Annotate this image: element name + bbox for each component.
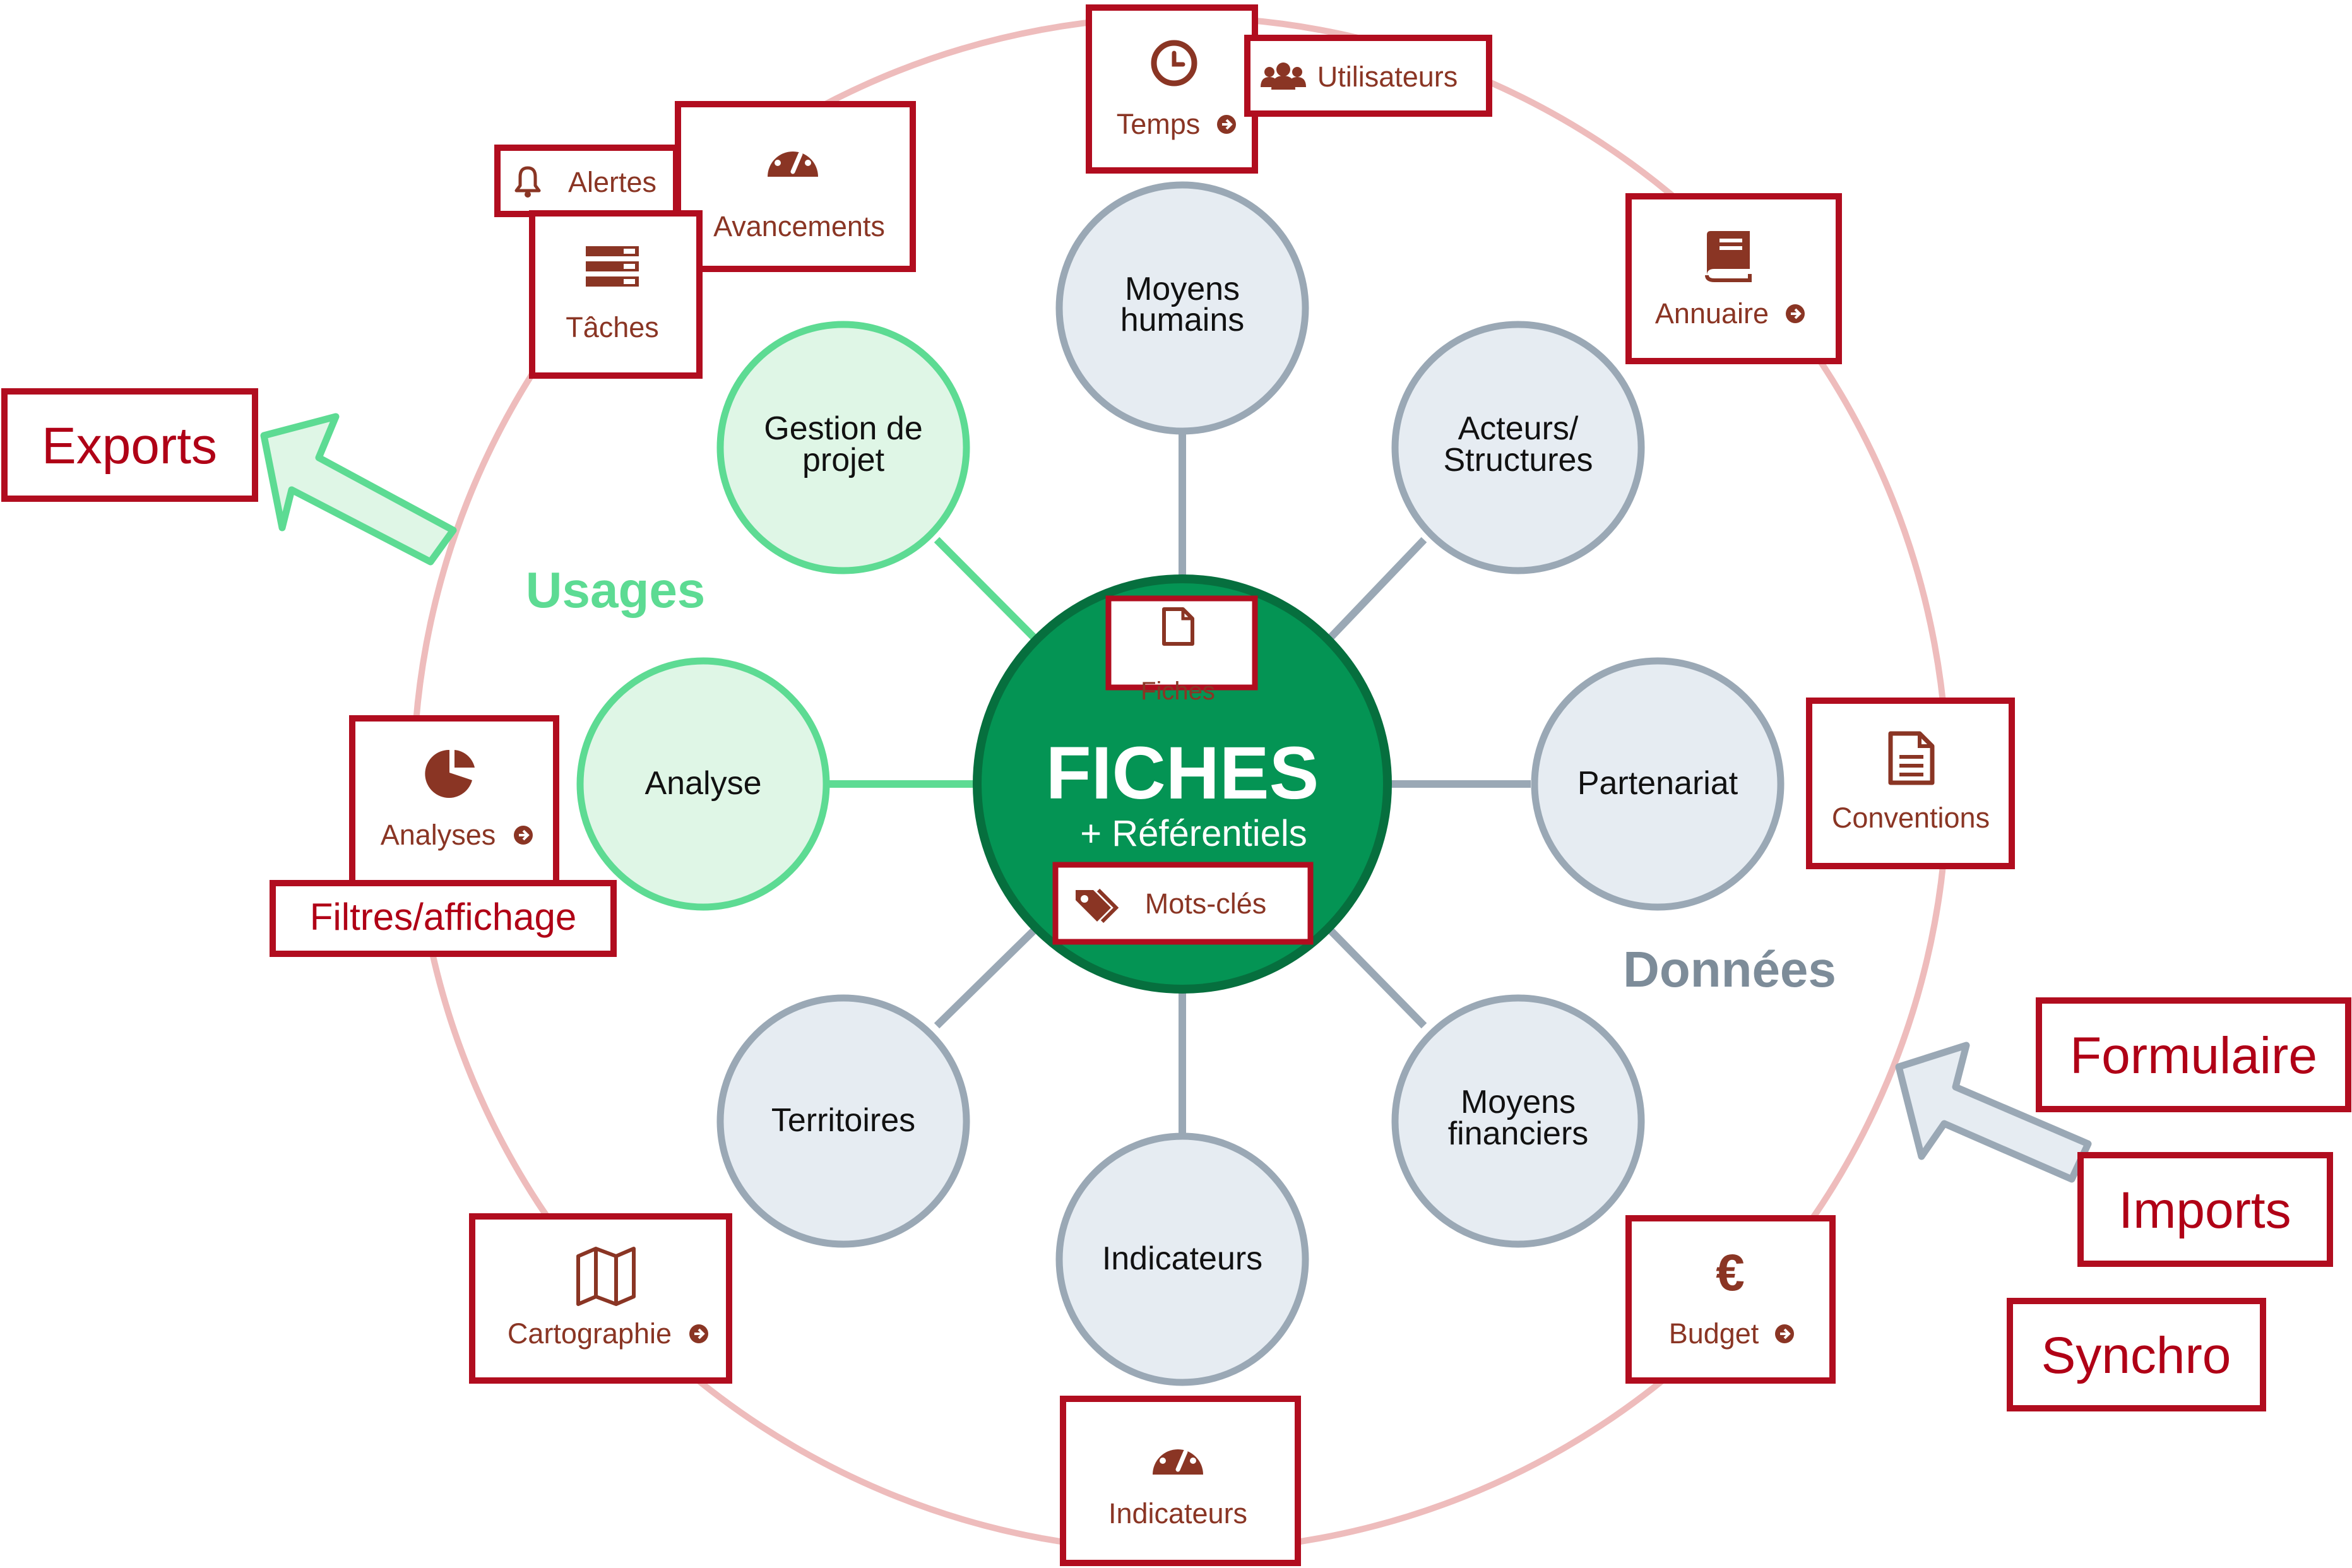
- cartographie-box[interactable]: Cartographie: [469, 1213, 732, 1384]
- data-node-moyens-humains: Moyens humains: [1055, 181, 1309, 435]
- book-icon: [1705, 231, 1752, 282]
- exports-box[interactable]: Exports: [1, 388, 258, 502]
- conventions-label: Conventions: [1832, 802, 1990, 834]
- moyens-humains-line2: humains: [1120, 302, 1245, 338]
- gauge-icon: [768, 142, 818, 177]
- arrow-circle-icon: [1775, 1324, 1794, 1343]
- document-icon: [1888, 731, 1935, 785]
- tasks-icon: [586, 246, 639, 287]
- acteurs-line1: Acteurs/: [1458, 410, 1579, 447]
- formulaire-box[interactable]: Formulaire: [2036, 997, 2351, 1112]
- connector-territoires: [934, 924, 1040, 1029]
- indicateurs-node-label: Indicateurs: [1102, 1240, 1262, 1277]
- avancements-box[interactable]: Avancements: [675, 101, 916, 272]
- analyses-box[interactable]: Analyses: [349, 715, 559, 887]
- connector-acteurs: [1324, 537, 1427, 644]
- temps-label: Temps: [1117, 108, 1201, 140]
- imports-box[interactable]: Imports: [2077, 1152, 2333, 1267]
- annuaire-label: Annuaire: [1655, 297, 1769, 330]
- indicateurs-box-label: Indicateurs: [1108, 1497, 1247, 1529]
- imports-label: Imports: [2118, 1182, 2291, 1239]
- fiches-box[interactable]: Fiches: [1105, 595, 1258, 705]
- partenariat-label: Partenariat: [1577, 765, 1738, 802]
- moyens-humains-line1: Moyens: [1125, 271, 1240, 307]
- exports-label: Exports: [42, 417, 217, 475]
- gauge-icon: [1153, 1440, 1203, 1475]
- conventions-box[interactable]: Conventions: [1806, 698, 2015, 869]
- data-node-territoires: Territoires: [716, 994, 970, 1248]
- bell-icon: [514, 166, 541, 198]
- filtres-box[interactable]: Filtres/affichage: [270, 880, 617, 957]
- indicateurs-box[interactable]: Indicateurs: [1060, 1396, 1301, 1566]
- motscles-box[interactable]: Mots-clés: [1052, 862, 1314, 945]
- center-subtitle: + Référentiels: [1080, 813, 1307, 854]
- acteurs-line2: Structures: [1444, 442, 1593, 478]
- annuaire-box[interactable]: Annuaire: [1625, 193, 1842, 364]
- alertes-box[interactable]: Alertes: [494, 145, 679, 217]
- arrow-circle-icon: [1217, 115, 1236, 134]
- territoires-label: Territoires: [771, 1102, 915, 1139]
- file-icon: [1162, 607, 1194, 646]
- cartographie-label: Cartographie: [508, 1317, 672, 1350]
- taches-label: Tâches: [566, 311, 659, 343]
- moyens-financiers-line2: financiers: [1448, 1115, 1589, 1152]
- usage-analyse-label: Analyse: [645, 765, 762, 802]
- exports-arrow: [260, 413, 457, 566]
- clock-icon: [1151, 40, 1197, 86]
- connectors: [829, 434, 1531, 1134]
- budget-box[interactable]: € Budget: [1625, 1215, 1836, 1384]
- filtres-label: Filtres/affichage: [310, 896, 576, 938]
- users-icon: [1261, 62, 1306, 90]
- fiches-box-label: Fiches: [1141, 677, 1215, 705]
- data-node-indicateurs: Indicateurs: [1055, 1132, 1309, 1386]
- usage-gestion-line2: projet: [802, 442, 885, 478]
- alertes-label: Alertes: [568, 166, 656, 198]
- synchro-box[interactable]: Synchro: [2007, 1298, 2266, 1411]
- connector-gestion: [934, 537, 1040, 644]
- usage-gestion-line1: Gestion de: [764, 410, 923, 447]
- center-title: FICHES: [1046, 732, 1319, 815]
- connector-moyens-financiers: [1324, 924, 1427, 1029]
- usage-node-analyse: Analyse: [576, 657, 830, 911]
- arrow-circle-icon: [1786, 304, 1805, 323]
- utilisateurs-box[interactable]: Utilisateurs: [1244, 35, 1492, 117]
- donnees-label: Données: [1623, 941, 1836, 997]
- arrow-circle-icon: [689, 1324, 708, 1343]
- map-icon: [576, 1247, 636, 1306]
- utilisateurs-label: Utilisateurs: [1317, 61, 1458, 93]
- pie-chart-icon: [425, 749, 475, 798]
- analyses-label: Analyses: [381, 819, 496, 851]
- avancements-label: Avancements: [713, 210, 885, 242]
- euro-icon: €: [1716, 1244, 1745, 1302]
- formulaire-label: Formulaire: [2070, 1027, 2317, 1084]
- tags-icon: [1076, 888, 1119, 924]
- taches-box[interactable]: Tâches: [529, 210, 703, 379]
- usages-label: Usages: [526, 562, 706, 618]
- temps-box[interactable]: Temps: [1086, 4, 1258, 174]
- synchro-label: Synchro: [2041, 1327, 2231, 1384]
- arrow-circle-icon: [514, 826, 533, 845]
- data-node-partenariat: Partenariat: [1531, 657, 1785, 911]
- budget-label: Budget: [1669, 1317, 1759, 1350]
- data-node-acteurs: Acteurs/ Structures: [1391, 321, 1645, 574]
- moyens-financiers-line1: Moyens: [1461, 1084, 1576, 1120]
- data-node-moyens-financiers: Moyens financiers: [1391, 994, 1645, 1248]
- motscles-box-label: Mots-clés: [1145, 888, 1267, 920]
- usage-node-gestion: Gestion de projet: [716, 321, 970, 574]
